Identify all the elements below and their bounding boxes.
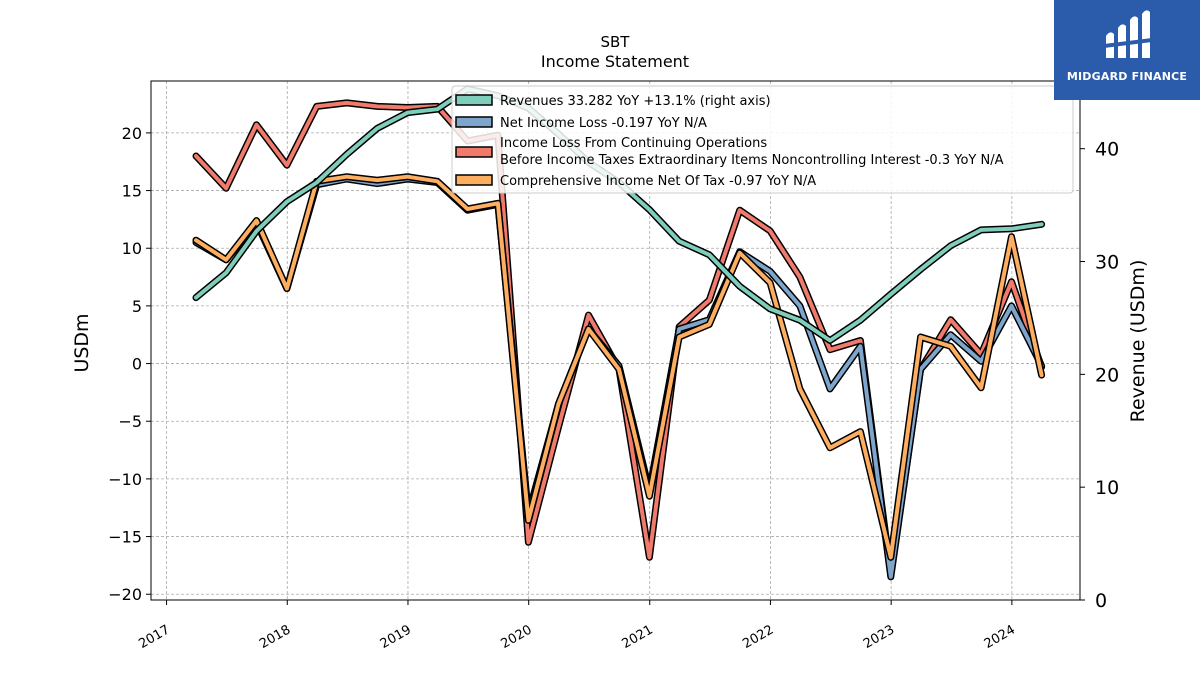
left-tick-label: −10 bbox=[108, 470, 142, 489]
right-tick-label: 20 bbox=[1095, 364, 1119, 386]
right-tick-label: 30 bbox=[1095, 252, 1119, 274]
left-axis: −20 −15 −10 −5 0 5 10 15 20 bbox=[108, 124, 151, 604]
legend-swatch-2 bbox=[455, 146, 493, 158]
x-tick-label: 2019 bbox=[378, 622, 414, 652]
legend-swatch-3 bbox=[455, 174, 493, 186]
series-line-3 bbox=[194, 174, 1044, 560]
legend-swatch-0 bbox=[455, 94, 493, 106]
x-tick-label: 2023 bbox=[861, 622, 897, 652]
left-tick-label: −5 bbox=[118, 412, 142, 431]
legend: Revenues 33.282 YoY +13.1% (right axis) N… bbox=[451, 85, 1074, 194]
x-tick-label: 2017 bbox=[136, 622, 172, 652]
legend-label-2: Before Income Taxes Extraordinary Items … bbox=[500, 153, 1004, 168]
x-axis: 2017 2018 2019 2020 2021 2022 2023 2024 bbox=[136, 600, 1018, 652]
right-tick-label: 0 bbox=[1095, 590, 1107, 612]
left-tick-label: −20 bbox=[108, 585, 142, 604]
x-tick-label: 2020 bbox=[499, 622, 535, 652]
right-axis-label: Revenue (USDm) bbox=[1127, 260, 1149, 423]
legend-box bbox=[451, 85, 1074, 194]
x-tick-label: 2018 bbox=[257, 622, 293, 652]
plot-frame bbox=[150, 80, 1081, 601]
legend-label-3: Comprehensive Income Net Of Tax -0.97 Yo… bbox=[500, 174, 816, 189]
left-tick-label: 20 bbox=[122, 124, 142, 143]
x-tick-label: 2024 bbox=[982, 622, 1018, 652]
chart-title: SBT bbox=[600, 33, 630, 51]
left-tick-label: 5 bbox=[132, 297, 142, 316]
legend-swatch-1 bbox=[455, 116, 493, 128]
legend-label-2: Income Loss From Continuing Operations bbox=[500, 136, 767, 151]
left-tick-label: 0 bbox=[132, 355, 142, 374]
left-tick-label: 10 bbox=[122, 239, 142, 258]
legend-label-1: Net Income Loss -0.197 YoY N/A bbox=[500, 116, 707, 131]
brand-name: MIDGARD FINANCE bbox=[1066, 70, 1188, 83]
left-tick-label: 15 bbox=[122, 182, 142, 201]
left-tick-label: −15 bbox=[108, 528, 142, 547]
midgard-logo-icon bbox=[1104, 10, 1152, 58]
brand-logo: MIDGARD FINANCE bbox=[1054, 0, 1200, 100]
x-tick-label: 2022 bbox=[740, 622, 776, 652]
left-axis-label: USDm bbox=[71, 313, 93, 372]
right-tick-label: 10 bbox=[1095, 477, 1119, 499]
right-axis: 0 10 20 30 40 bbox=[1080, 139, 1119, 612]
x-tick-label: 2021 bbox=[620, 622, 656, 652]
right-tick-label: 40 bbox=[1095, 139, 1119, 161]
legend-label-0: Revenues 33.282 YoY +13.1% (right axis) bbox=[500, 94, 771, 109]
chart-subtitle: Income Statement bbox=[540, 52, 690, 71]
